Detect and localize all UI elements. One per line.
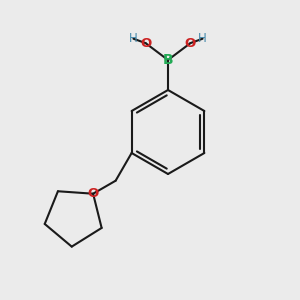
Text: O: O bbox=[88, 187, 99, 200]
Text: H: H bbox=[129, 32, 138, 45]
Text: O: O bbox=[140, 37, 151, 50]
Text: B: B bbox=[163, 53, 173, 67]
Text: O: O bbox=[185, 37, 196, 50]
Text: H: H bbox=[198, 32, 207, 45]
